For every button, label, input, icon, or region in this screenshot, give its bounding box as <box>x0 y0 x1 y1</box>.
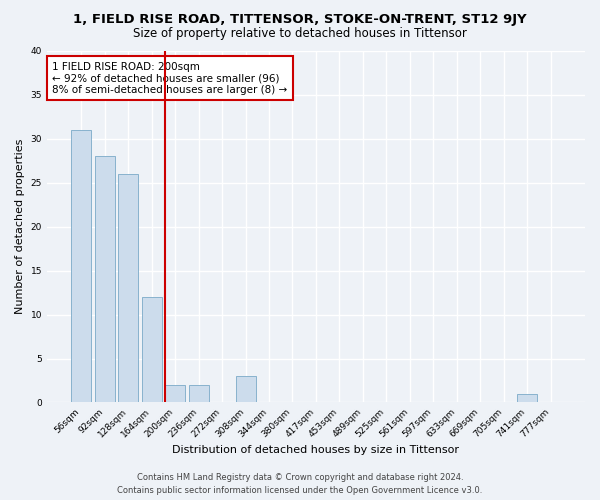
Bar <box>165 385 185 402</box>
X-axis label: Distribution of detached houses by size in Tittensor: Distribution of detached houses by size … <box>172 445 460 455</box>
Text: 1, FIELD RISE ROAD, TITTENSOR, STOKE-ON-TRENT, ST12 9JY: 1, FIELD RISE ROAD, TITTENSOR, STOKE-ON-… <box>73 12 527 26</box>
Bar <box>118 174 138 402</box>
Bar <box>236 376 256 402</box>
Bar <box>517 394 537 402</box>
Text: Size of property relative to detached houses in Tittensor: Size of property relative to detached ho… <box>133 28 467 40</box>
Bar <box>188 385 209 402</box>
Bar <box>95 156 115 402</box>
Bar <box>71 130 91 402</box>
Text: 1 FIELD RISE ROAD: 200sqm
← 92% of detached houses are smaller (96)
8% of semi-d: 1 FIELD RISE ROAD: 200sqm ← 92% of detac… <box>52 62 287 94</box>
Y-axis label: Number of detached properties: Number of detached properties <box>15 139 25 314</box>
Text: Contains HM Land Registry data © Crown copyright and database right 2024.
Contai: Contains HM Land Registry data © Crown c… <box>118 474 482 495</box>
Bar <box>142 297 162 403</box>
